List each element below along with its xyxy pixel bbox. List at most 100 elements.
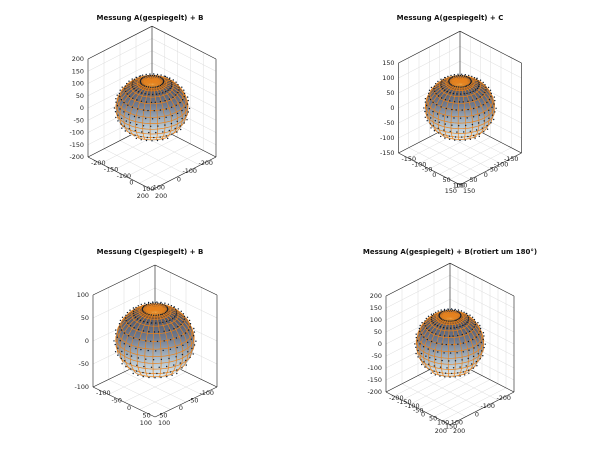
data-point	[458, 86, 460, 88]
data-point	[455, 75, 457, 77]
data-point	[441, 359, 443, 362]
data-point	[132, 80, 134, 82]
data-point	[131, 84, 133, 86]
data-point	[440, 135, 442, 138]
data-point	[431, 314, 433, 317]
data-point	[458, 317, 460, 320]
x-tick-label: 150	[463, 187, 475, 195]
data-point	[127, 104, 129, 106]
y-tick-label: -100	[494, 160, 509, 168]
data-point	[157, 302, 159, 304]
data-point	[183, 122, 185, 124]
data-point	[155, 131, 157, 134]
data-point	[129, 132, 131, 135]
data-point	[134, 134, 136, 136]
data-point	[161, 92, 164, 94]
data-point	[171, 84, 173, 86]
data-point	[140, 139, 142, 141]
data-point	[186, 316, 189, 318]
data-point	[165, 135, 167, 137]
data-point	[137, 91, 140, 93]
z-tick-label: 50	[374, 328, 382, 336]
ellipsoid-body	[416, 310, 484, 378]
data-point	[159, 76, 162, 78]
data-point	[164, 91, 167, 93]
data-point	[467, 369, 470, 371]
data-point	[193, 327, 195, 330]
data-point	[150, 322, 153, 324]
z-tick-label: 100	[72, 80, 84, 88]
data-point	[145, 303, 148, 306]
data-point	[118, 92, 121, 95]
data-point	[127, 322, 129, 324]
data-point	[115, 333, 117, 335]
data-point	[430, 318, 432, 320]
data-point	[181, 86, 183, 88]
data-point	[121, 363, 123, 365]
data-point	[180, 323, 182, 326]
data-point	[455, 109, 457, 111]
data-point	[150, 86, 152, 89]
data-point	[424, 366, 426, 368]
data-point	[482, 94, 484, 96]
data-point	[454, 136, 457, 138]
data-point	[442, 319, 444, 321]
data-point	[467, 76, 469, 79]
data-point	[136, 99, 138, 101]
data-point	[473, 134, 475, 137]
x-tick-label: 100	[142, 185, 154, 193]
data-point	[430, 313, 433, 315]
data-point	[174, 127, 176, 130]
data-point	[180, 310, 182, 312]
data-point	[487, 86, 490, 89]
data-point	[159, 136, 161, 138]
data-point	[131, 82, 133, 84]
data-point	[459, 366, 461, 368]
data-point	[160, 74, 162, 76]
y-tick-label: 0	[475, 410, 479, 418]
data-point	[160, 301, 162, 304]
data-point	[454, 85, 456, 88]
data-point	[444, 89, 446, 91]
data-point	[114, 351, 117, 353]
x-tick-label: 200	[453, 427, 465, 435]
data-point	[187, 351, 189, 353]
data-point	[469, 91, 471, 94]
data-point	[483, 131, 485, 133]
data-point	[456, 86, 458, 88]
data-point	[435, 93, 437, 95]
data-point	[148, 313, 150, 316]
data-point	[423, 336, 425, 338]
data-point	[126, 311, 129, 314]
data-point	[138, 75, 141, 78]
data-point	[449, 92, 451, 94]
data-point	[435, 83, 437, 85]
data-point	[426, 114, 428, 116]
data-point	[491, 114, 494, 116]
data-point	[446, 90, 448, 93]
y-tick-label: 0	[177, 175, 181, 183]
data-point	[162, 81, 165, 84]
data-point	[171, 318, 174, 320]
data-point	[471, 75, 473, 78]
data-point	[467, 316, 470, 318]
data-point	[155, 93, 158, 95]
scatter-points	[423, 73, 497, 142]
data-point	[140, 348, 142, 351]
data-point	[136, 123, 138, 126]
data-point	[187, 99, 189, 102]
data-point	[175, 94, 177, 96]
data-point	[462, 101, 464, 103]
data-point	[467, 84, 469, 87]
x-tick-label: -100	[405, 402, 420, 410]
data-point	[419, 324, 421, 327]
data-point	[119, 326, 121, 328]
data-point	[479, 358, 481, 360]
z-tick-label: -150	[367, 376, 382, 384]
data-point	[486, 101, 488, 104]
data-point	[474, 321, 476, 323]
chart-title: Messung A(gespiegelt) + B(rotiert um 180…	[363, 248, 537, 256]
data-point	[151, 118, 154, 120]
data-point	[484, 84, 486, 86]
y-tick-label: 0	[484, 171, 488, 179]
